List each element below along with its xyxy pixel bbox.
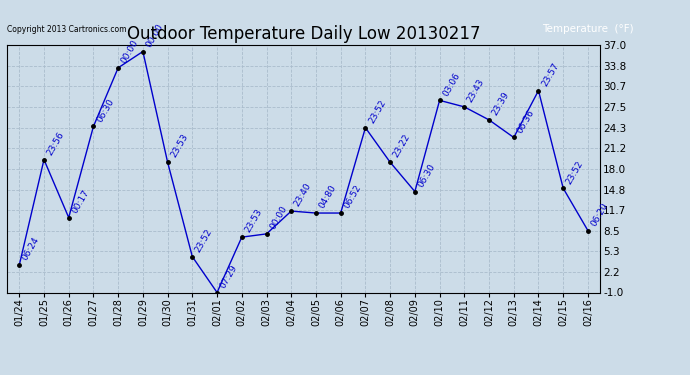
Text: 23:22: 23:22 xyxy=(391,133,412,159)
Text: 04:80: 04:80 xyxy=(317,183,338,210)
Text: 23:53: 23:53 xyxy=(243,207,264,234)
Text: 23:39: 23:39 xyxy=(491,90,511,117)
Text: 23:40: 23:40 xyxy=(293,182,313,208)
Text: 06:30: 06:30 xyxy=(416,162,437,189)
Text: 23:52: 23:52 xyxy=(367,98,387,125)
Text: 06:52: 06:52 xyxy=(342,183,363,210)
Text: 06:36: 06:36 xyxy=(515,108,536,135)
Text: 03:06: 03:06 xyxy=(441,70,462,98)
Text: 23:56: 23:56 xyxy=(46,130,66,157)
Title: Outdoor Temperature Daily Low 20130217: Outdoor Temperature Daily Low 20130217 xyxy=(127,26,480,44)
Text: 00:00: 00:00 xyxy=(144,22,165,49)
Text: 23:57: 23:57 xyxy=(540,61,560,88)
Text: 23:52: 23:52 xyxy=(194,227,215,254)
Text: 23:53: 23:53 xyxy=(169,133,190,159)
Text: 00:00: 00:00 xyxy=(268,204,288,231)
Text: 00:17: 00:17 xyxy=(70,188,91,215)
Text: Temperature  (°F): Temperature (°F) xyxy=(542,24,634,34)
Text: 07:29: 07:29 xyxy=(219,263,239,290)
Text: 06:24: 06:24 xyxy=(21,236,41,262)
Text: 23:52: 23:52 xyxy=(564,159,585,186)
Text: 06:20: 06:20 xyxy=(589,201,610,228)
Text: 06:30: 06:30 xyxy=(95,97,115,124)
Text: 00:00: 00:00 xyxy=(119,38,140,65)
Text: Copyright 2013 Cartronics.com: Copyright 2013 Cartronics.com xyxy=(7,25,126,34)
Text: 23:43: 23:43 xyxy=(466,77,486,104)
